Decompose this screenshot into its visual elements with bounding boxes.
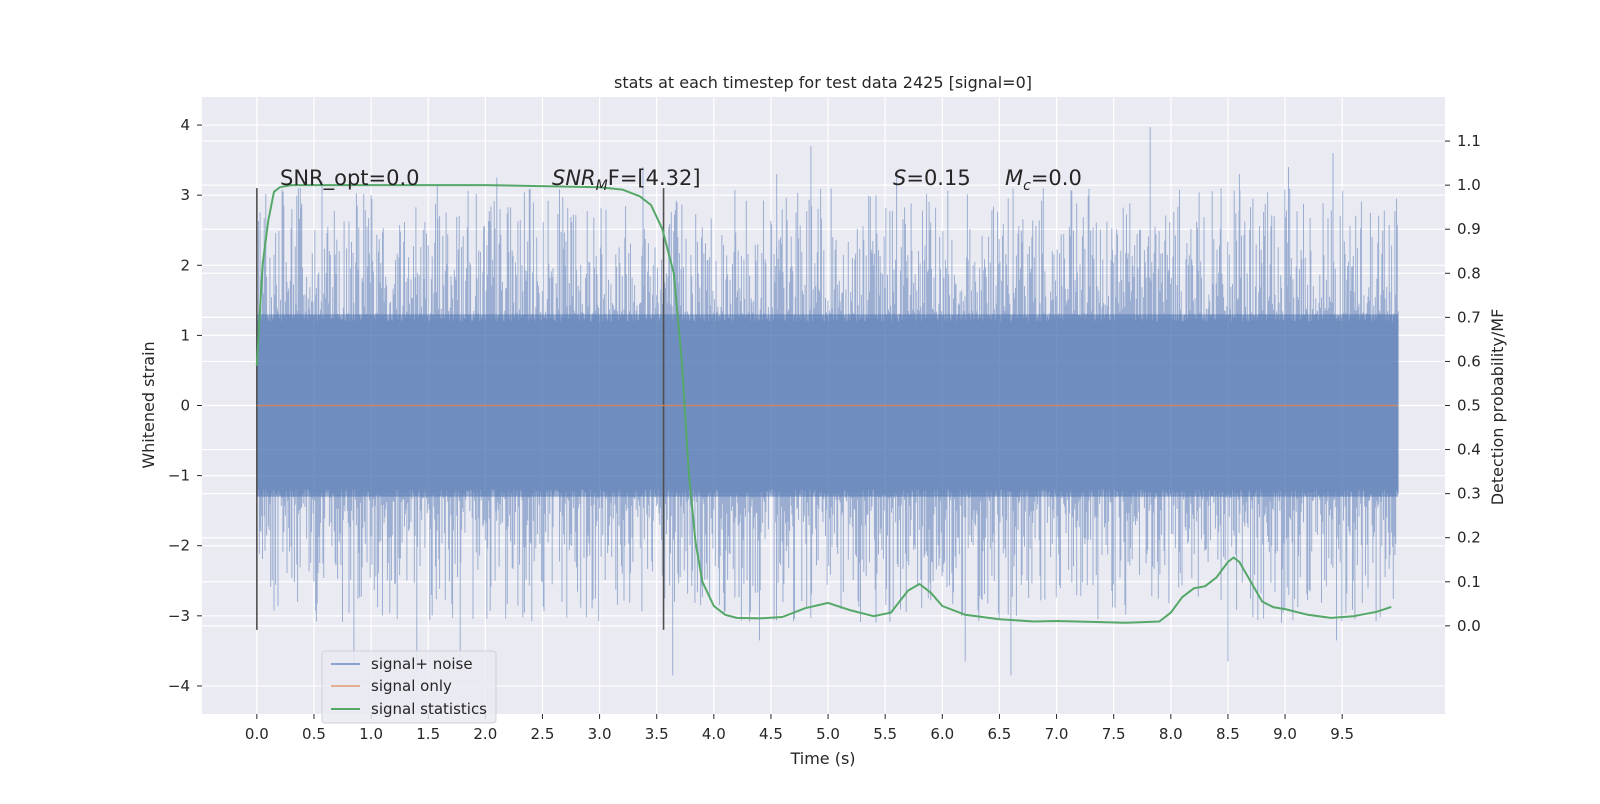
- legend-frame: [321, 650, 497, 724]
- x-tick-label: 6.0: [930, 725, 954, 743]
- x-tick-label: 0.0: [245, 725, 269, 743]
- annotation-snr-mf-rest: F=[4.32]: [608, 166, 701, 190]
- y-tick-layer: 4 3 2 1 0 −1 −2 −3 −4: [168, 116, 202, 695]
- line-layer: [255, 184, 1399, 630]
- y-axis-title: Whitened strain: [139, 341, 158, 468]
- x-tick-label: 9.0: [1273, 725, 1297, 743]
- annotation-snr-mf: SNRMF=[4.32]: [552, 166, 701, 194]
- chart-title: stats at each timestep for test data 242…: [614, 73, 1032, 92]
- annotation-snr-mf-prefix: SNR: [552, 166, 596, 190]
- annotation-mc-label: M: [1005, 166, 1023, 190]
- y-tick-label: 1: [180, 326, 190, 344]
- y2-tick-label: 0.9: [1457, 220, 1481, 238]
- x-tick-label: 4.5: [759, 725, 783, 743]
- y-tick-label: 0: [180, 397, 190, 415]
- legend: signal+ noise signal only signal statist…: [321, 650, 497, 724]
- x-tick-label: 0.5: [302, 725, 326, 743]
- signal-statistics-line: [255, 184, 1392, 624]
- y2-tick-label: 0.5: [1457, 397, 1481, 415]
- y2-axis-title: Detection probability/MF: [1488, 309, 1507, 506]
- x-tick-label: 7.5: [1102, 725, 1126, 743]
- y-tick-label: 3: [180, 186, 190, 204]
- y2-tick-label: 0.6: [1457, 352, 1481, 370]
- x-tick-label: 7.0: [1045, 725, 1069, 743]
- legend-label-signal-noise: signal+ noise: [371, 655, 473, 673]
- y2-tick-label: 0.4: [1457, 441, 1481, 459]
- y-tick-label: −1: [168, 467, 190, 485]
- y2-tick-label: 0.8: [1457, 264, 1481, 282]
- x-axis-title: Time (s): [789, 749, 855, 768]
- x-tick-label: 1.5: [416, 725, 440, 743]
- x-tick-label: 3.5: [645, 725, 669, 743]
- x-tick-label: 6.5: [988, 725, 1012, 743]
- annotation-mc: Mc=0.0: [1005, 166, 1082, 194]
- legend-label-signal-only: signal only: [371, 677, 452, 695]
- x-tick-label: 1.0: [359, 725, 383, 743]
- x-tick-label: 5.5: [873, 725, 897, 743]
- y2-tick-label: 1.0: [1457, 176, 1481, 194]
- y-tick-label: −4: [168, 677, 190, 695]
- x-tick-label: 2.5: [531, 725, 555, 743]
- y-tick-label: −3: [168, 607, 190, 625]
- annotation-mc-sub: c: [1023, 178, 1031, 194]
- annotation-snr-opt: SNR_opt=0.0: [280, 166, 420, 191]
- x-tick-label: 8.5: [1216, 725, 1240, 743]
- y-tick-label: −2: [168, 537, 190, 555]
- annotation-mc-value: =0.0: [1031, 166, 1082, 190]
- annotation-s-label: S: [893, 166, 906, 190]
- x-tick-label: 4.0: [702, 725, 726, 743]
- y-tick-label: 4: [180, 116, 190, 134]
- annotation-s: S=0.15: [893, 166, 971, 190]
- annotation-group: SNR_opt=0.0 SNRMF=[4.32] S=0.15 Mc=0.0: [280, 166, 1082, 194]
- y-tick-label: 2: [180, 256, 190, 274]
- y2-tick-label: 0.1: [1457, 573, 1481, 591]
- x-tick-label: 8.0: [1159, 725, 1183, 743]
- annotation-snr-mf-sub: M: [596, 178, 608, 194]
- x-tick-label: 2.0: [473, 725, 497, 743]
- x-tick-layer: 0.0 0.5 1.0 1.5 2.0 2.5 3.0 3.5 4.0 4.5 5.0 5.5 6.0 6…: [245, 714, 1354, 743]
- y2-tick-label: 0.2: [1457, 529, 1481, 547]
- x-tick-label: 5.0: [816, 725, 840, 743]
- y2-tick-label: 1.1: [1457, 132, 1481, 150]
- y2-tick-layer: 1.1 1.0 0.9 0.8 0.7 0.6 0.5 0.4 0.3 0.2 0.1 0.0: [1445, 132, 1481, 635]
- y2-tick-label: 0.7: [1457, 308, 1481, 326]
- annotation-s-value: =0.15: [906, 166, 970, 190]
- x-tick-label: 9.5: [1330, 725, 1354, 743]
- legend-label-signal-statistics: signal statistics: [371, 700, 487, 718]
- y2-tick-label: 0.0: [1457, 617, 1481, 635]
- x-tick-label: 3.0: [588, 725, 612, 743]
- y2-tick-label: 0.3: [1457, 485, 1481, 503]
